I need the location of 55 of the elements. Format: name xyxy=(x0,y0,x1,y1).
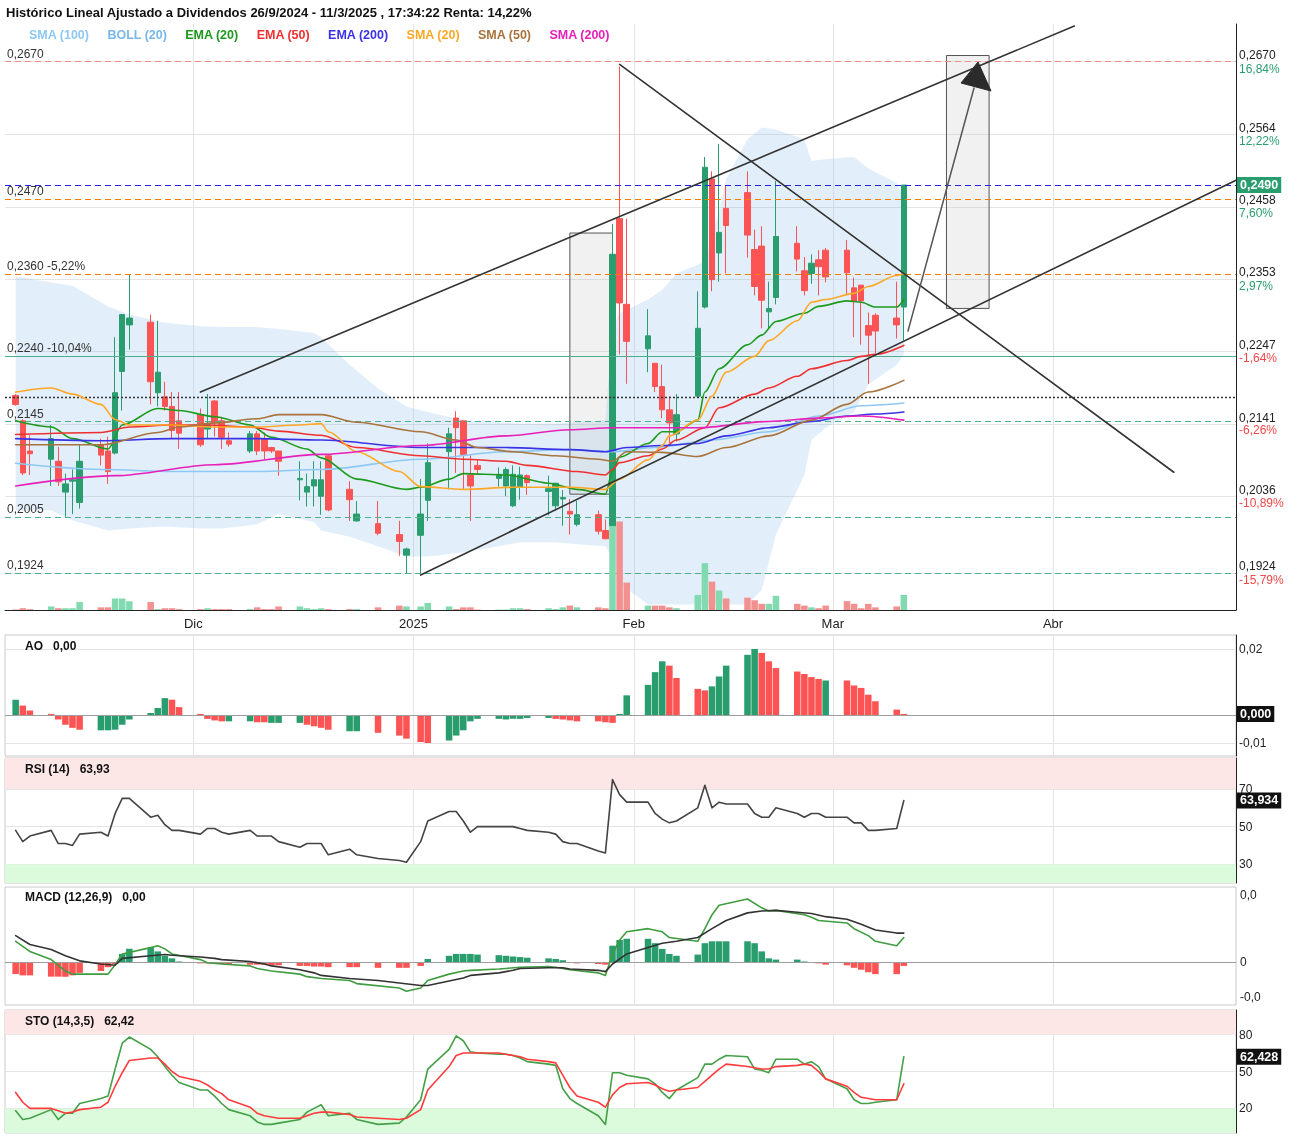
x-tick-label: Abr xyxy=(1042,616,1064,631)
y2-tick-label: 16,84% xyxy=(1239,61,1281,76)
y-tick-label: 0,2564 xyxy=(1239,120,1277,135)
text: SMA (100) xyxy=(29,27,89,42)
text: 0,0 xyxy=(1240,888,1258,902)
ref-line-label: 0,2005 xyxy=(7,502,45,517)
text: 62,428 xyxy=(1240,1049,1279,1064)
ref-line-label: 0,2360 -5,22% xyxy=(7,259,86,274)
y-tick-label: 0,2458 xyxy=(1239,193,1277,208)
text: EMA (20) xyxy=(185,27,239,42)
y-tick-label: 50 xyxy=(1239,819,1253,834)
y2-tick-label: -15,79% xyxy=(1239,572,1285,587)
text: 0,2490 xyxy=(1240,178,1279,193)
chart-title: RSI (14) 63,93 xyxy=(25,762,111,776)
text: SMA (50) xyxy=(478,27,532,42)
x-tick-label: 2025 xyxy=(399,616,429,631)
y-tick-label: 0,2670 xyxy=(1239,48,1277,63)
y2-tick-label: 7,60% xyxy=(1239,206,1274,221)
y2-tick-label: 2,97% xyxy=(1239,278,1274,293)
text: EMA (200) xyxy=(328,27,389,42)
text: SMA (20) xyxy=(406,27,460,42)
text: 63,934 xyxy=(1240,793,1279,808)
chart-title: STO (14,3,5) 62,42 xyxy=(25,1014,135,1028)
x-tick-label: Feb xyxy=(622,616,646,631)
chart-title: Histórico Lineal Ajustado a Dividendos 26/9/2024 - 11/3/2025 , 17:34:22 Renta: 14,22% xyxy=(6,5,532,20)
y-tick-label: 0,2353 xyxy=(1239,265,1277,280)
y-tick-label: 50 xyxy=(1239,1064,1253,1079)
ref-line-label: 0,2240 -10,04% xyxy=(7,341,93,356)
ref-line-label: 0,2470 xyxy=(7,183,45,198)
y-tick-label: -0,01 xyxy=(1239,736,1267,750)
y-tick-label: 30 xyxy=(1239,857,1253,872)
y-tick-label: 0,2247 xyxy=(1239,338,1277,353)
y-tick-label: 20 xyxy=(1239,1101,1253,1116)
y2-tick-label: 12,22% xyxy=(1239,133,1281,148)
ref-line-label: 0,2145 xyxy=(7,406,45,421)
ref-line-label: 0 xyxy=(1240,955,1247,970)
chart-title: AO 0,00 xyxy=(25,639,77,653)
y2-tick-label: -6,26% xyxy=(1239,423,1278,438)
text: 0,000 xyxy=(1240,706,1272,721)
y-tick-label: 0,02 xyxy=(1239,641,1263,656)
text: EMA (50) xyxy=(256,27,310,42)
text: -0,0 xyxy=(1240,990,1261,1004)
y-tick-label: 0,1924 xyxy=(1239,559,1277,574)
x-tick-label: Dic xyxy=(183,616,204,631)
y-tick-label: 80 xyxy=(1239,1027,1253,1042)
y-tick-label: 0,2036 xyxy=(1239,482,1277,497)
ref-line-label: 0,2670 xyxy=(7,46,45,61)
text: SMA (200) xyxy=(549,27,610,42)
x-tick-label: Mar xyxy=(821,616,845,631)
y2-tick-label: -1,64% xyxy=(1239,350,1278,365)
chart-title: MACD (12,26,9) 0,00 xyxy=(25,890,147,904)
legend-label: BOLL (20) xyxy=(107,27,167,42)
ref-line-label: 0,1924 xyxy=(7,557,45,572)
y2-tick-label: -10,89% xyxy=(1239,495,1285,510)
y-tick-label: 0,2141 xyxy=(1239,410,1277,425)
